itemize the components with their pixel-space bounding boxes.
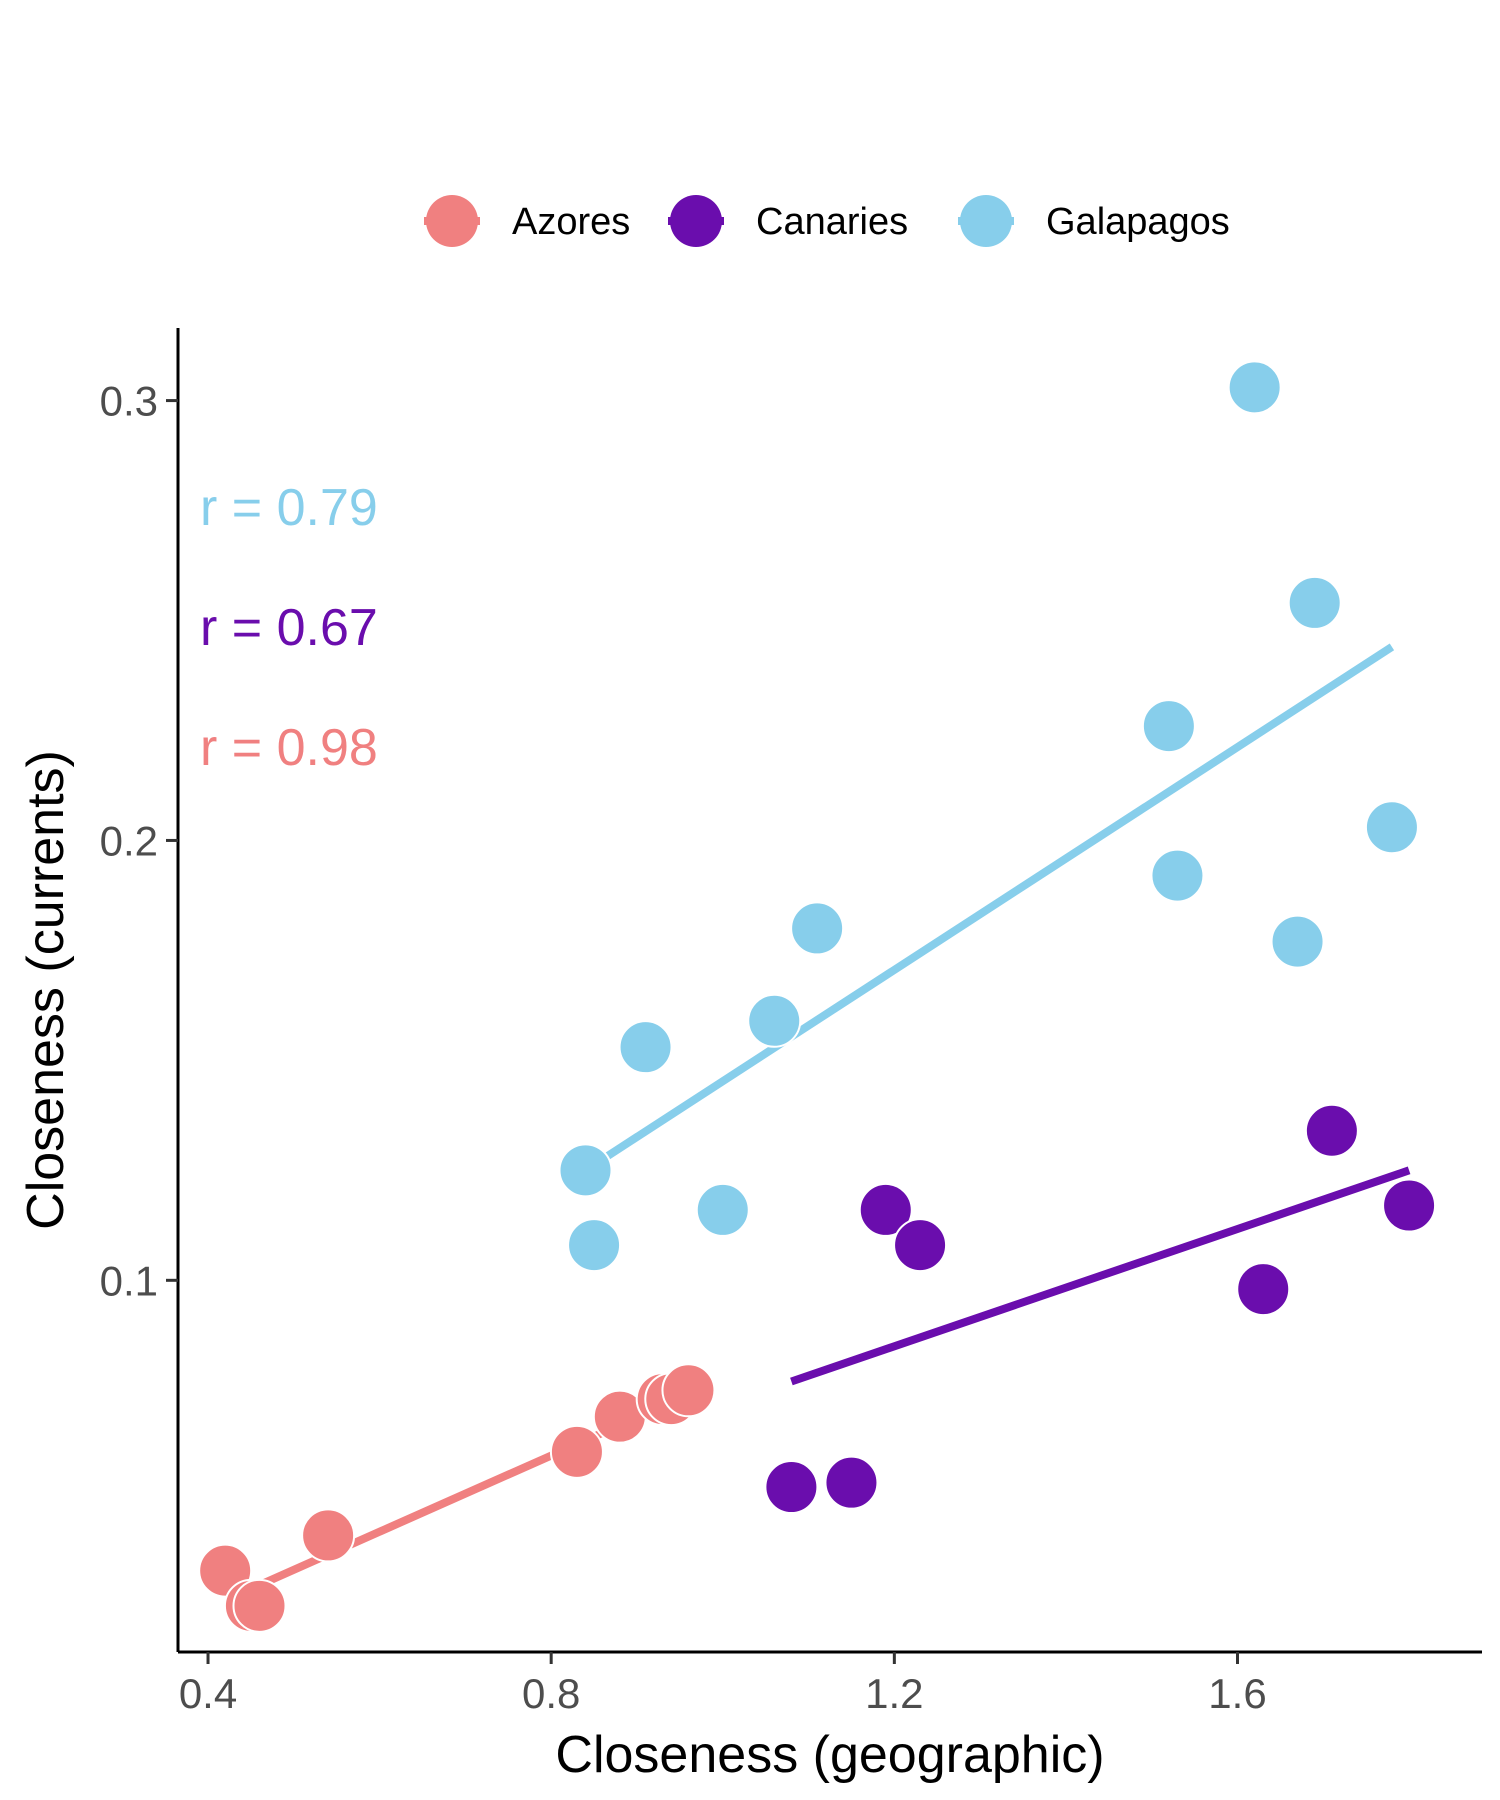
point-canaries [824, 1455, 879, 1510]
x-tick-label: 0.4 [179, 1670, 237, 1717]
point-galapagos [1141, 699, 1196, 754]
fit-lines [240, 643, 1411, 1597]
point-canaries [1304, 1103, 1359, 1158]
data-points [198, 360, 1437, 1633]
legend-label: Azores [512, 201, 630, 243]
legend-point-swatch [670, 195, 722, 247]
point-azores [232, 1578, 287, 1633]
x-tick-label: 0.8 [522, 1670, 580, 1717]
point-azores [301, 1508, 356, 1563]
legend-item-galapagos: Galapagos [958, 195, 1230, 247]
x-tick-label: 1.2 [865, 1670, 923, 1717]
plot-area: r = 0.79 r = 0.67 r = 0.98 [198, 360, 1437, 1633]
point-azores [549, 1424, 604, 1479]
r-label-canaries: r = 0.67 [200, 599, 378, 657]
legend-item-azores: Azores [424, 195, 630, 247]
point-galapagos [558, 1143, 613, 1198]
point-canaries [858, 1182, 913, 1237]
y-tick-label: 0.1 [100, 1257, 158, 1304]
legend-point-swatch [426, 195, 478, 247]
y-tick-label: 0.2 [100, 817, 158, 864]
point-galapagos [747, 993, 802, 1048]
r-label-azores: r = 0.98 [200, 719, 378, 777]
point-azores [661, 1363, 716, 1418]
r-label-galapagos: r = 0.79 [200, 479, 378, 537]
point-galapagos [1364, 800, 1419, 855]
x-tick-label: 1.6 [1208, 1670, 1266, 1717]
point-galapagos [1227, 360, 1282, 415]
point-galapagos [790, 901, 845, 956]
legend: Azores Canaries Galapagos [424, 195, 1230, 247]
x-axis-ticks: 0.4 0.8 1.2 1.6 [179, 1652, 1267, 1717]
point-canaries [893, 1218, 948, 1273]
point-galapagos [1150, 848, 1205, 903]
correlation-labels: r = 0.79 r = 0.67 r = 0.98 [200, 479, 378, 777]
point-canaries [1382, 1178, 1437, 1233]
fit-line-canaries [790, 1166, 1411, 1386]
point-galapagos [567, 1218, 622, 1273]
y-axis-title: Closeness (currents) [17, 750, 75, 1230]
y-tick-label: 0.3 [100, 378, 158, 425]
legend-item-canaries: Canaries [668, 195, 908, 247]
legend-label: Canaries [756, 201, 908, 243]
point-canaries [764, 1460, 819, 1515]
legend-label: Galapagos [1046, 201, 1230, 243]
point-galapagos [695, 1182, 750, 1237]
point-galapagos [1270, 914, 1325, 969]
point-galapagos [618, 1020, 673, 1075]
fit-line-galapagos [583, 643, 1395, 1174]
point-galapagos [1287, 575, 1342, 630]
x-axis-title: Closeness (geographic) [555, 1726, 1104, 1784]
point-canaries [1236, 1262, 1291, 1317]
y-axis-ticks: 0.1 0.2 0.3 [100, 378, 178, 1304]
legend-point-swatch [960, 195, 1012, 247]
